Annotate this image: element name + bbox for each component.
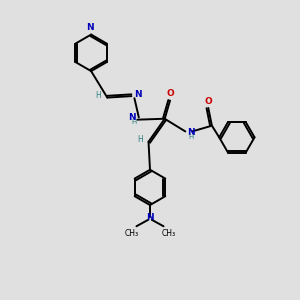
Text: CH₃: CH₃: [161, 229, 176, 238]
Text: N: N: [86, 23, 94, 32]
Text: N: N: [128, 113, 136, 122]
Text: H: H: [137, 135, 143, 144]
Text: O: O: [204, 97, 212, 106]
Text: CH₃: CH₃: [124, 229, 139, 238]
Text: N: N: [187, 128, 194, 136]
Text: N: N: [146, 213, 154, 222]
Text: O: O: [166, 89, 174, 98]
Text: H: H: [131, 119, 136, 125]
Text: H: H: [96, 91, 101, 100]
Text: H: H: [188, 134, 193, 140]
Text: N: N: [134, 90, 141, 99]
